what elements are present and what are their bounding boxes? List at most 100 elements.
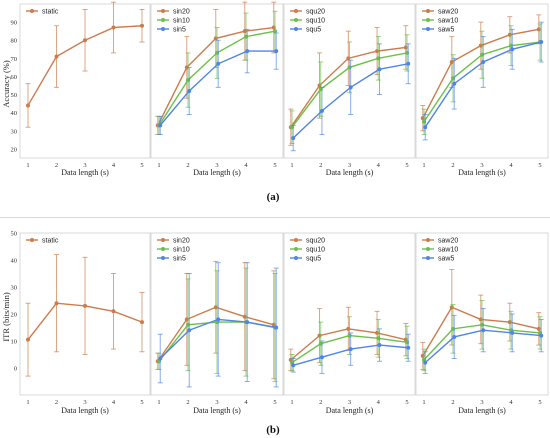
data-point	[377, 67, 382, 72]
x-tick-label: 1	[290, 162, 293, 169]
y-tick-label: 40	[11, 110, 18, 117]
data-point	[216, 317, 221, 322]
data-point	[187, 88, 192, 93]
x-tick-label: 1	[422, 162, 425, 169]
data-point	[273, 29, 277, 34]
data-point	[510, 330, 515, 335]
x-tick-label: 2	[186, 162, 189, 169]
x-axis-title: Data length (s)	[61, 406, 109, 415]
x-tick-label: 4	[112, 162, 116, 169]
x-tick-label: 4	[244, 162, 248, 169]
legend-swatch-marker	[426, 256, 430, 260]
x-tick-label: 1	[157, 162, 160, 169]
data-point	[187, 328, 192, 333]
data-point	[291, 136, 296, 141]
legend-label: saw10	[438, 18, 458, 25]
x-tick-label: 2	[55, 399, 58, 406]
x-tick-label: 3	[348, 162, 351, 169]
x-tick-label: 3	[83, 162, 86, 169]
y-tick-label: 20	[11, 312, 18, 319]
legend-swatch-marker	[294, 27, 298, 31]
data-point	[111, 309, 116, 314]
data-point	[539, 40, 544, 45]
x-axis-title: Data length (s)	[193, 406, 241, 415]
y-tick-label: 60	[11, 74, 18, 81]
x-tick-label: 5	[140, 399, 143, 406]
data-point	[274, 325, 279, 330]
x-tick-label: 4	[244, 399, 248, 406]
x-tick-label: 5	[405, 399, 408, 406]
legend-label: sin10	[173, 18, 190, 25]
subplot-frame	[19, 3, 151, 159]
y-tick-label: 10	[11, 339, 18, 346]
data-point	[423, 360, 428, 365]
legend-swatch-marker	[294, 256, 298, 260]
subplot-frame	[150, 3, 284, 159]
data-point	[54, 301, 59, 306]
x-tick-label: 4	[377, 162, 381, 169]
x-tick-label: 5	[538, 162, 541, 169]
data-point	[140, 320, 144, 325]
legend-swatch-marker	[294, 238, 298, 242]
subplot-frame	[19, 232, 151, 396]
y-tick-label: 90	[11, 20, 18, 27]
data-point	[83, 303, 87, 308]
subplot-frame	[283, 3, 416, 159]
data-point	[216, 61, 221, 66]
x-tick-label: 5	[273, 162, 276, 169]
legend-swatch-marker	[161, 247, 165, 251]
x-tick-label: 5	[140, 162, 143, 169]
x-axis-title: Data length (s)	[193, 168, 241, 177]
x-tick-label: 4	[377, 399, 381, 406]
legend-swatch-marker	[426, 247, 430, 251]
data-point	[481, 328, 486, 333]
data-point	[377, 343, 382, 348]
legend-label: saw20	[438, 238, 458, 245]
y-tick-label: 20	[11, 146, 18, 153]
data-point	[274, 49, 279, 54]
x-tick-label: 2	[319, 162, 322, 169]
y-axis-title: Accuracy (%)	[1, 60, 11, 108]
legend-label: squ5	[306, 256, 321, 263]
x-tick-label: 3	[480, 399, 483, 406]
legend-label: squ20	[306, 9, 325, 16]
panel-b-label: (b)	[266, 424, 280, 436]
legend-swatch-marker	[426, 18, 430, 22]
data-point	[54, 54, 59, 59]
x-tick-label: 2	[319, 399, 322, 406]
subplot-frame	[415, 232, 549, 396]
x-tick-label: 4	[112, 399, 116, 406]
x-tick-label: 2	[451, 162, 454, 169]
data-point	[510, 47, 515, 52]
data-point	[83, 38, 87, 43]
legend-label: squ10	[306, 18, 325, 25]
legend-swatch-marker	[294, 247, 298, 251]
y-tick-label: 70	[11, 56, 18, 63]
x-axis-title: Data length (s)	[458, 406, 506, 415]
x-tick-label: 1	[26, 162, 29, 169]
x-axis-title: Data length (s)	[61, 168, 109, 177]
legend-label: saw5	[438, 27, 454, 34]
legend-label: static	[42, 9, 59, 16]
subplot-frame	[415, 3, 549, 159]
legend-label: saw10	[438, 247, 458, 254]
x-tick-label: 4	[509, 399, 513, 406]
legend-swatch-marker	[161, 238, 165, 242]
data-point	[539, 333, 544, 338]
x-tick-label: 4	[509, 162, 513, 169]
x-tick-label: 3	[480, 162, 483, 169]
legend-swatch-marker	[426, 9, 430, 13]
panel-a-label: (a)	[267, 191, 280, 203]
x-tick-label: 2	[55, 162, 58, 169]
data-point	[319, 108, 324, 113]
y-tick-label: 80	[11, 38, 18, 45]
legend-swatch-marker	[161, 9, 165, 13]
legend-label: saw20	[438, 9, 458, 16]
y-tick-label: 0	[14, 366, 17, 373]
x-tick-label: 1	[290, 399, 293, 406]
x-tick-label: 3	[83, 399, 86, 406]
data-point	[348, 347, 353, 352]
legend-label: squ5	[306, 27, 321, 34]
subplot-frame	[283, 232, 416, 396]
panel-a-accuracy: Accuracy (%) 20 30 40 50 60 70 80 90 1 2 3 4 5 Data le…	[1, 1, 549, 177]
